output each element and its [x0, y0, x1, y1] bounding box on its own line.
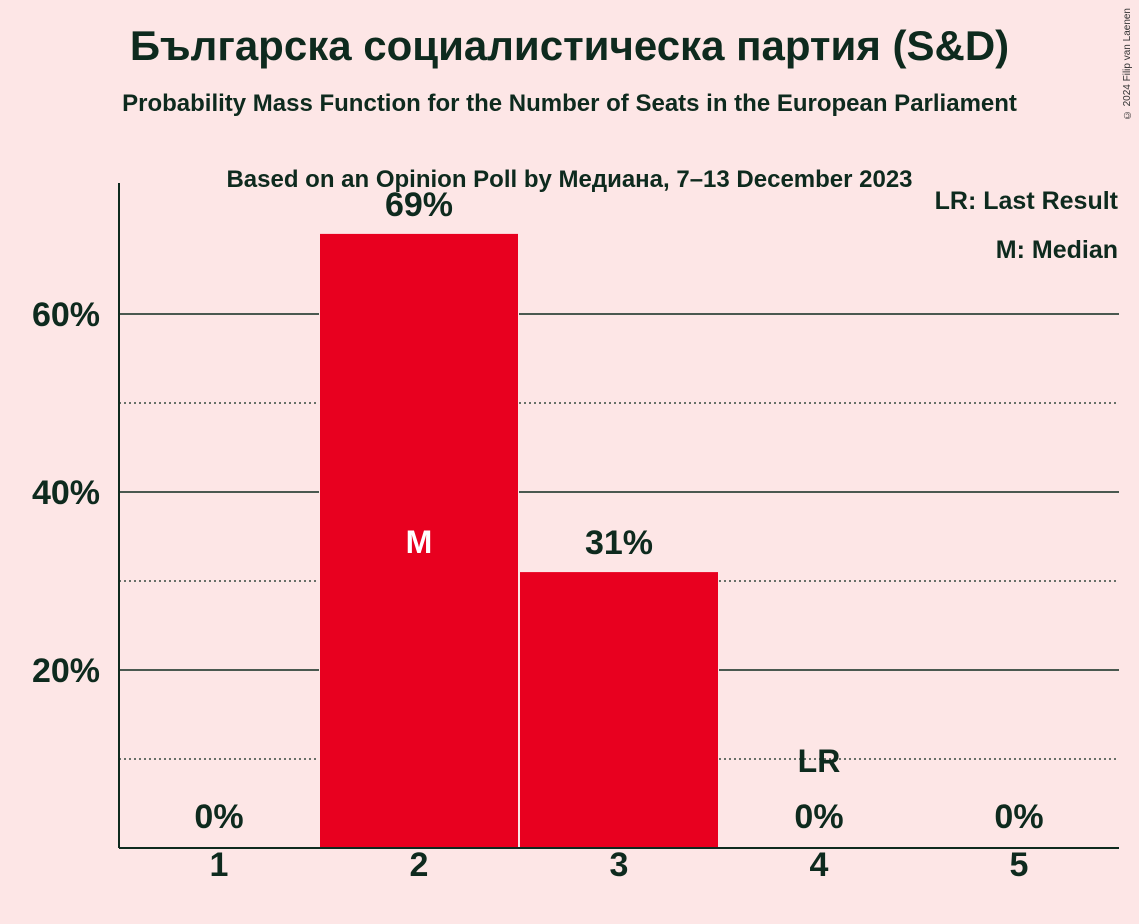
y-tick-label: 60% [32, 296, 100, 334]
data-label: 69% [385, 186, 453, 224]
x-tick-label: 2 [410, 846, 429, 884]
bar [520, 572, 718, 848]
bar [320, 233, 518, 848]
legend-last-result: LR: Last Result [935, 187, 1119, 215]
data-label: 31% [585, 524, 653, 562]
data-label: 0% [194, 798, 243, 836]
y-tick-label: 20% [32, 652, 100, 690]
chart-title: Българска социалистическа партия (S&D) [129, 22, 1010, 69]
x-tick-label: 3 [610, 846, 629, 884]
x-tick-label: 1 [210, 846, 229, 884]
chart-source-subtitle: Based on an Opinion Poll by Медиана, 7–1… [226, 166, 913, 193]
x-tick-label: 5 [1010, 846, 1029, 884]
legend-median: M: Median [996, 236, 1118, 264]
y-tick-label: 40% [32, 474, 100, 512]
chart-subtitle: Probability Mass Function for the Number… [122, 90, 1017, 117]
data-label: 0% [794, 798, 843, 836]
data-label: 0% [994, 798, 1043, 836]
median-marker: M [406, 524, 433, 560]
last-result-marker: LR [798, 743, 841, 779]
x-tick-label: 4 [810, 846, 829, 884]
